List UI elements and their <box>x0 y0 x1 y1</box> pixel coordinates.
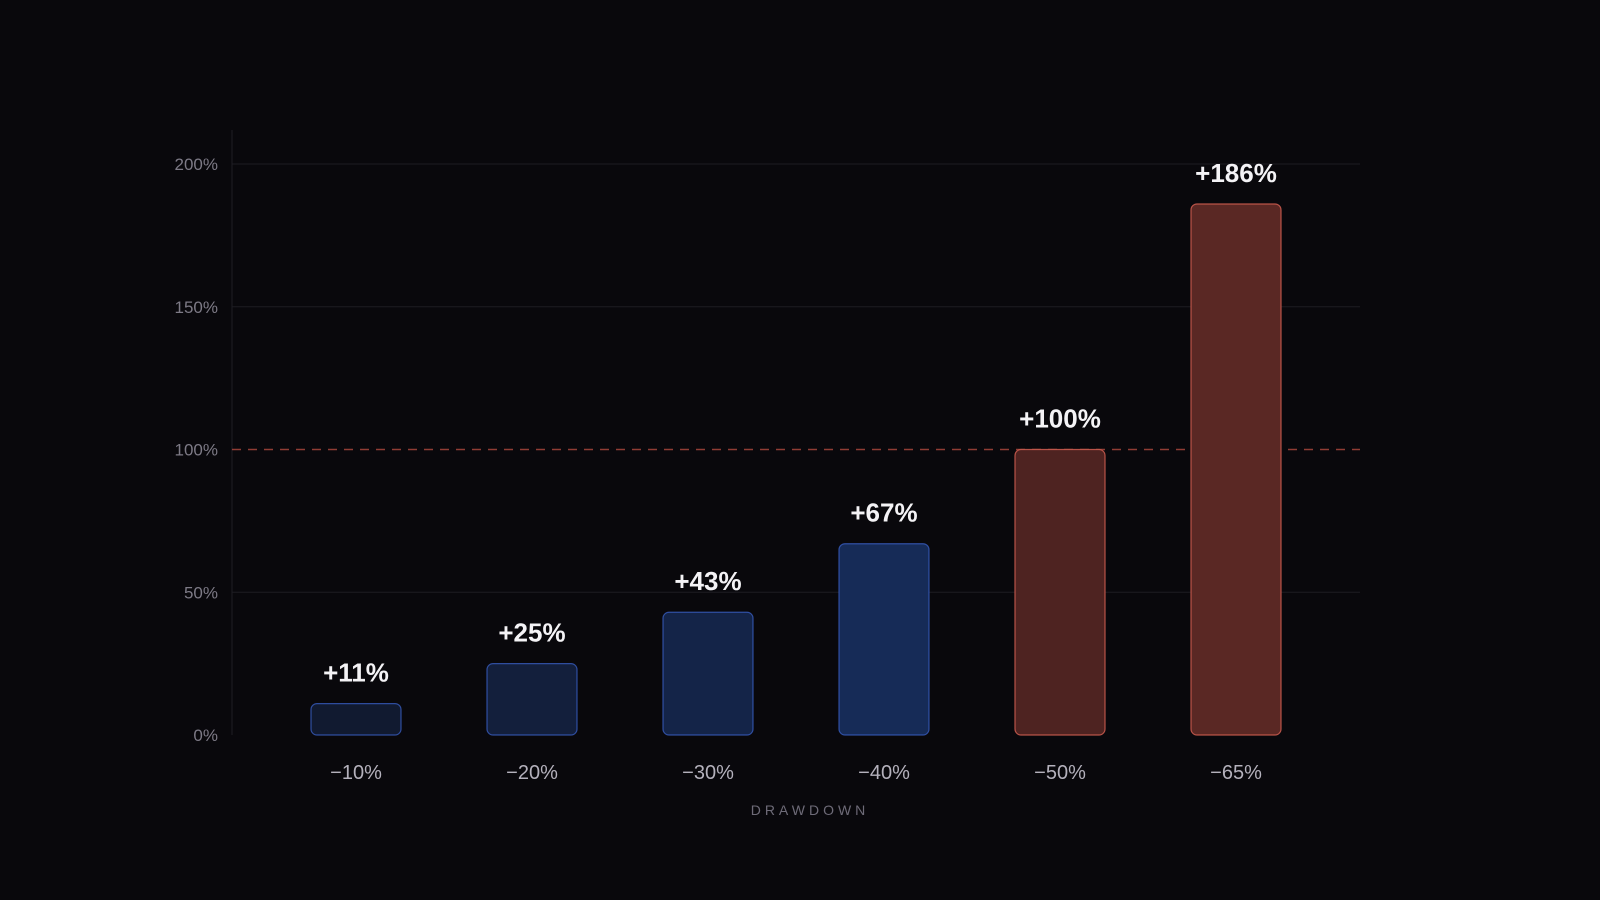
x-category-label: −30% <box>682 762 734 784</box>
x-axis-title: DRAWDOWN <box>751 802 870 818</box>
bar <box>1014 448 1106 736</box>
x-category-label: −50% <box>1034 762 1086 784</box>
x-category-label: −10% <box>330 762 382 784</box>
bar-value-label: +11% <box>323 658 389 688</box>
y-tick-label: 150% <box>175 298 218 317</box>
bar <box>838 543 930 736</box>
x-category-label: −65% <box>1210 762 1262 784</box>
bar <box>1190 203 1282 736</box>
bar-value-label: +186% <box>1195 158 1277 188</box>
bars <box>310 203 1282 736</box>
y-tick-label: 0% <box>193 726 218 745</box>
y-tick-label: 200% <box>175 155 218 174</box>
bar-value-label: +67% <box>850 498 917 528</box>
x-category-label: −20% <box>506 762 558 784</box>
bar <box>486 663 578 736</box>
bar <box>310 702 402 736</box>
x-axis-categories: −10% −20% −30% −40% −50% −65% <box>330 762 1262 784</box>
y-tick-label: 100% <box>175 441 218 460</box>
bar-value-label: +25% <box>498 618 565 648</box>
y-tick-label: 50% <box>184 583 218 602</box>
bar-value-label: +100% <box>1019 404 1101 434</box>
bar <box>662 611 754 736</box>
y-axis-ticks: 0% 50% 100% 150% 200% <box>175 155 218 745</box>
bar-value-label: +43% <box>674 566 741 596</box>
value-labels: +11% +25% +43% +67% +100% +186% <box>323 158 1277 688</box>
gridlines <box>232 163 1360 593</box>
x-category-label: −40% <box>858 762 910 784</box>
